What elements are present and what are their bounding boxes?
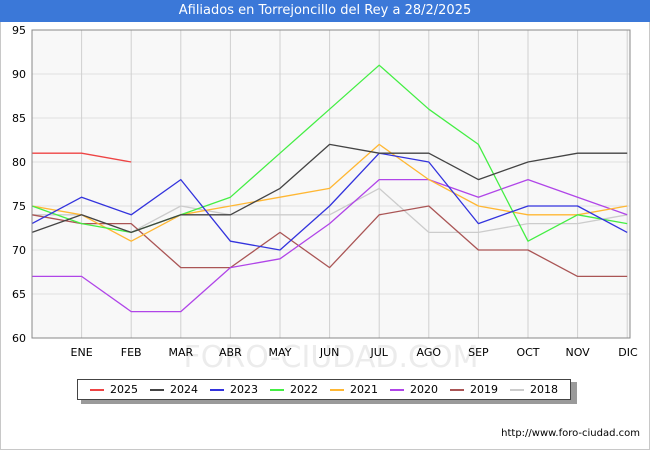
legend-label: 2024	[170, 383, 198, 396]
watermark: FORO-CIUDAD.COM	[184, 340, 479, 375]
y-tick-label: 65	[12, 288, 26, 301]
legend-swatch	[510, 388, 524, 391]
x-tick-label: DIC	[618, 346, 638, 359]
y-tick-label: 60	[12, 332, 26, 345]
legend-swatch	[150, 388, 164, 391]
legend-label: 2023	[230, 383, 258, 396]
legend-swatch	[450, 388, 464, 391]
y-axis-ticks: 60 65 70 75 80 85 90 95	[12, 24, 26, 345]
legend-swatch	[210, 388, 224, 391]
legend-item-2023: 2023	[210, 383, 258, 396]
source-url: http://www.foro-ciudad.com	[501, 428, 640, 439]
y-tick-label: 95	[12, 24, 26, 37]
x-tick-label: SEP	[468, 346, 489, 359]
legend-item-2020: 2020	[390, 383, 438, 396]
x-tick-label: NOV	[565, 346, 590, 359]
x-tick-label: FEB	[121, 346, 142, 359]
series-line-2019	[31, 205, 628, 278]
title-bar	[0, 0, 650, 22]
series-line-2025	[32, 152, 132, 163]
x-tick-label: JUN	[319, 346, 340, 359]
series-lines	[31, 64, 628, 313]
x-tick-label: ENE	[71, 346, 93, 359]
legend-item-2025: 2025	[90, 383, 138, 396]
legend-label: 2021	[350, 383, 378, 396]
x-tick-label: JUL	[369, 346, 388, 359]
y-tick-label: 90	[12, 68, 26, 81]
series-line-2023	[31, 152, 628, 251]
legend-item-2022: 2022	[270, 383, 318, 396]
y-tick-label: 75	[12, 200, 26, 213]
series-line-2021	[31, 143, 628, 242]
legend: 2025 2024 2023 2022 2021 2020 2019 2018	[77, 379, 571, 400]
chart-title: Afiliados en Torrejoncillo del Rey a 28/…	[178, 3, 472, 18]
x-tick-label: MAY	[269, 346, 292, 359]
legend-swatch	[90, 388, 104, 391]
legend-label: 2018	[530, 383, 558, 396]
x-tick-label: MAR	[168, 346, 193, 359]
legend-item-2018: 2018	[510, 383, 558, 396]
series-line-2024	[31, 143, 628, 234]
y-tick-label: 85	[12, 112, 26, 125]
x-axis-ticks: ENE FEB MAR ABR MAY JUN JUL AGO SEP OCT NOV DIC	[71, 346, 638, 359]
x-tick-label: AGO	[417, 346, 442, 359]
legend-swatch	[270, 388, 284, 391]
legend-label: 2025	[110, 383, 138, 396]
x-tick-label: OCT	[516, 346, 539, 359]
legend-item-2021: 2021	[330, 383, 378, 396]
legend-item-2024: 2024	[150, 383, 198, 396]
x-tick-label: ABR	[219, 346, 242, 359]
legend-label: 2019	[470, 383, 498, 396]
y-tick-label: 70	[12, 244, 26, 257]
y-tick-label: 80	[12, 156, 26, 169]
series-line-2020	[32, 178, 628, 313]
legend-swatch	[390, 388, 404, 391]
plot-border	[31, 29, 631, 339]
legend-swatch	[330, 388, 344, 391]
legend-label: 2022	[290, 383, 318, 396]
legend-label: 2020	[410, 383, 438, 396]
legend-item-2019: 2019	[450, 383, 498, 396]
